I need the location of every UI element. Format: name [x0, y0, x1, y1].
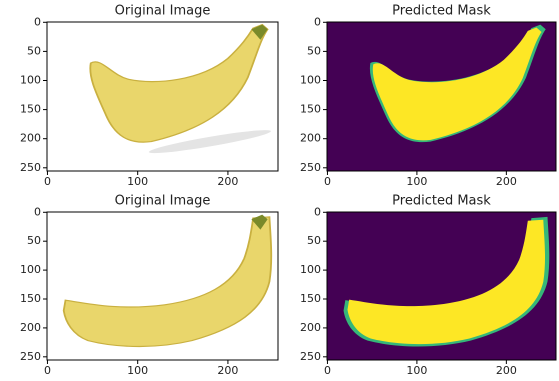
x-tick-label: 0: [324, 175, 331, 188]
x-tick-label: 200: [217, 175, 238, 188]
y-tick-label: 0: [314, 15, 321, 28]
y-tick-label: 0: [34, 205, 41, 218]
x-tick-label: 0: [44, 175, 51, 188]
x-tick-label: 0: [44, 364, 51, 377]
x-tick-label: 100: [406, 175, 427, 188]
y-tick-label: 100: [20, 73, 41, 86]
y-tick-label: 50: [307, 44, 321, 57]
y-tick-label: 200: [300, 321, 321, 334]
y-tick-label: 50: [307, 234, 321, 247]
x-tick-label: 100: [127, 364, 148, 377]
y-tick-label: 100: [20, 263, 41, 276]
y-tick-label: 150: [300, 103, 321, 116]
y-tick-label: 250: [20, 350, 41, 363]
y-tick-label: 250: [300, 161, 321, 174]
y-tick-label: 200: [20, 321, 41, 334]
axes-title: Original Image: [115, 4, 211, 19]
image: [47, 22, 278, 171]
y-tick-label: 0: [314, 205, 321, 218]
y-tick-label: 100: [300, 73, 321, 86]
figure: Original Image 0 100 200 0 50 100 150 200 250 Pred…: [0, 0, 559, 381]
y-tick-label: 0: [34, 15, 41, 28]
x-tick-label: 0: [324, 364, 331, 377]
image: [327, 212, 556, 360]
x-tick-label: 100: [127, 175, 148, 188]
y-tick-label: 50: [27, 44, 41, 57]
page: {"chart_data": [ {"type": "image", "titl…: [0, 0, 559, 381]
x-tick-label: 200: [496, 364, 517, 377]
y-tick-label: 250: [20, 161, 41, 174]
axes-title: Predicted Mask: [392, 4, 491, 19]
y-tick-label: 200: [300, 132, 321, 145]
y-tick-label: 50: [27, 234, 41, 247]
y-tick-label: 200: [20, 132, 41, 145]
y-tick-label: 250: [300, 350, 321, 363]
x-tick-label: 200: [217, 364, 238, 377]
axes-title: Predicted Mask: [392, 194, 491, 209]
y-tick-label: 100: [300, 263, 321, 276]
image: [327, 22, 556, 171]
y-tick-label: 150: [300, 292, 321, 305]
axes-title: Original Image: [115, 194, 211, 209]
x-tick-label: 200: [496, 175, 517, 188]
y-tick-label: 150: [20, 103, 41, 116]
y-tick-label: 150: [20, 292, 41, 305]
image: [47, 212, 278, 360]
x-tick-label: 100: [406, 364, 427, 377]
